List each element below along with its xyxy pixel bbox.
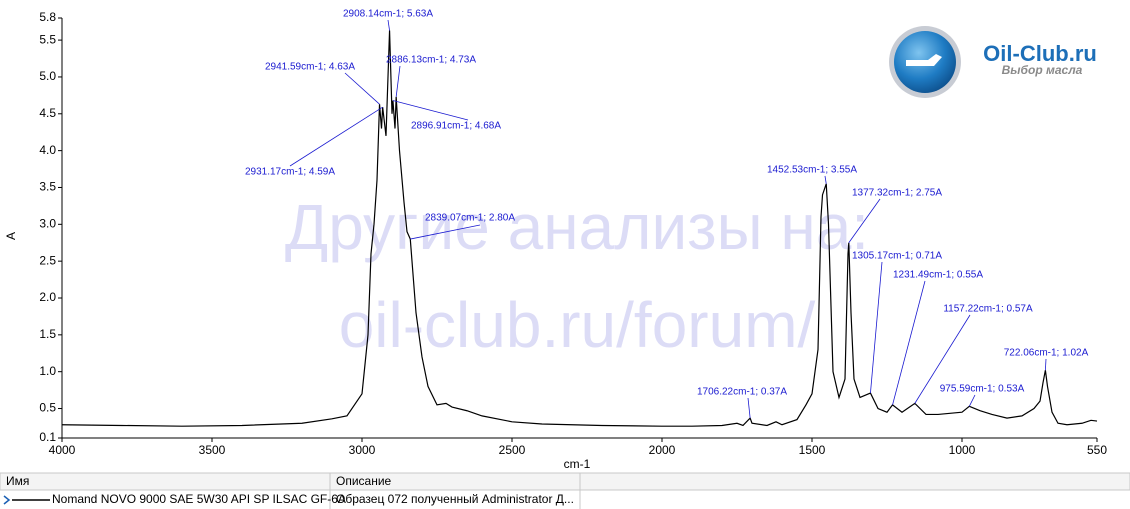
x-tick-label: 2500 bbox=[499, 443, 526, 457]
y-tick-label: 2.5 bbox=[39, 253, 56, 267]
annotation-label: 2941.59cm-1; 4.63A bbox=[265, 62, 355, 73]
logo-subtitle: Выбор масла bbox=[1002, 63, 1083, 77]
x-tick-label: 4000 bbox=[49, 443, 76, 457]
watermark: oil-club.ru/forum/ bbox=[339, 289, 816, 361]
annotation-label: 2886.13cm-1; 4.73A bbox=[386, 55, 476, 66]
y-tick-label: 0.5 bbox=[39, 401, 56, 415]
annotation-label: 1231.49cm-1; 0.55A bbox=[893, 270, 983, 281]
annotation-label: 1452.53cm-1; 3.55A bbox=[767, 165, 857, 176]
annotation-leader bbox=[892, 280, 926, 405]
x-tick-label: 3000 bbox=[349, 443, 376, 457]
annotation-label: 1157.22cm-1; 0.57A bbox=[943, 304, 1033, 315]
annotation-label: 2931.17cm-1; 4.59A bbox=[245, 167, 335, 178]
annotation-leader bbox=[392, 100, 469, 121]
x-tick-label: 2000 bbox=[649, 443, 676, 457]
logo-title: Oil-Club.ru bbox=[983, 41, 1097, 66]
annotation-leader bbox=[824, 175, 827, 184]
row-indicator bbox=[3, 495, 11, 505]
annotation-leader bbox=[747, 397, 751, 419]
annotation-leader bbox=[289, 106, 383, 167]
y-tick-label: 5.5 bbox=[39, 32, 56, 46]
annotation-label: 2908.14cm-1; 5.63A bbox=[343, 9, 433, 20]
table-cell[interactable]: Nomand NOVO 9000 SAE 5W30 API SP ILSAC G… bbox=[52, 492, 346, 506]
y-tick-label: 2.0 bbox=[39, 290, 56, 304]
plot: 4000 3500 3000 2500 2000 1500 1000 550 0.1 0.5 1.0… bbox=[39, 9, 1107, 458]
annotation-leader bbox=[395, 65, 401, 97]
annotation-label: 2896.91cm-1; 4.68A bbox=[411, 121, 501, 132]
y-tick-label: 1.0 bbox=[39, 364, 56, 378]
annotation-label: 1706.22cm-1; 0.37A bbox=[697, 387, 787, 398]
annotation-label: 1305.17cm-1; 0.71A bbox=[852, 251, 942, 262]
x-tick-label: 3500 bbox=[199, 443, 226, 457]
y-tick-label: 1.5 bbox=[39, 327, 56, 341]
annotation-leader bbox=[870, 261, 883, 394]
column-header: Описание bbox=[336, 474, 392, 488]
y-tick-label: 0.1 bbox=[39, 430, 56, 444]
x-tick-label: 1000 bbox=[949, 443, 976, 457]
table-cell[interactable]: Образец 072 полученный Administrator Д..… bbox=[336, 492, 574, 506]
annotation-label: 1377.32cm-1; 2.75A bbox=[852, 188, 942, 199]
x-tick-label: 550 bbox=[1087, 443, 1107, 457]
watermark: Другие анализы на: bbox=[285, 191, 869, 263]
annotation-label: 975.59cm-1; 0.53A bbox=[940, 384, 1025, 395]
annotation-leader bbox=[1044, 358, 1047, 371]
annotation-leader bbox=[848, 198, 881, 243]
table-header bbox=[0, 472, 1130, 491]
y-tick-label: 4.0 bbox=[39, 143, 56, 157]
y-tick-label: 5.0 bbox=[39, 69, 56, 83]
x-axis-label: cm-1 bbox=[564, 457, 591, 471]
x-tick-label: 1500 bbox=[799, 443, 826, 457]
y-tick-label: 3.0 bbox=[39, 216, 56, 230]
logo-oilcan bbox=[906, 54, 942, 66]
column-header: Имя bbox=[6, 474, 29, 488]
annotation-leader bbox=[914, 314, 971, 404]
y-axis-label: A bbox=[4, 232, 18, 240]
annotation-leader bbox=[410, 224, 481, 240]
y-tick-label: 5.8 bbox=[39, 10, 56, 24]
annotation-label: 2839.07cm-1; 2.80A bbox=[425, 213, 515, 224]
annotation-label: 722.06cm-1; 1.02A bbox=[1004, 348, 1089, 359]
y-tick-label: 3.5 bbox=[39, 180, 56, 194]
annotation-leader bbox=[968, 394, 976, 407]
annotation-leader bbox=[344, 72, 380, 105]
spectrum-line bbox=[61, 30, 1098, 427]
y-tick-label: 4.5 bbox=[39, 106, 56, 120]
annotation-leader bbox=[387, 19, 390, 31]
